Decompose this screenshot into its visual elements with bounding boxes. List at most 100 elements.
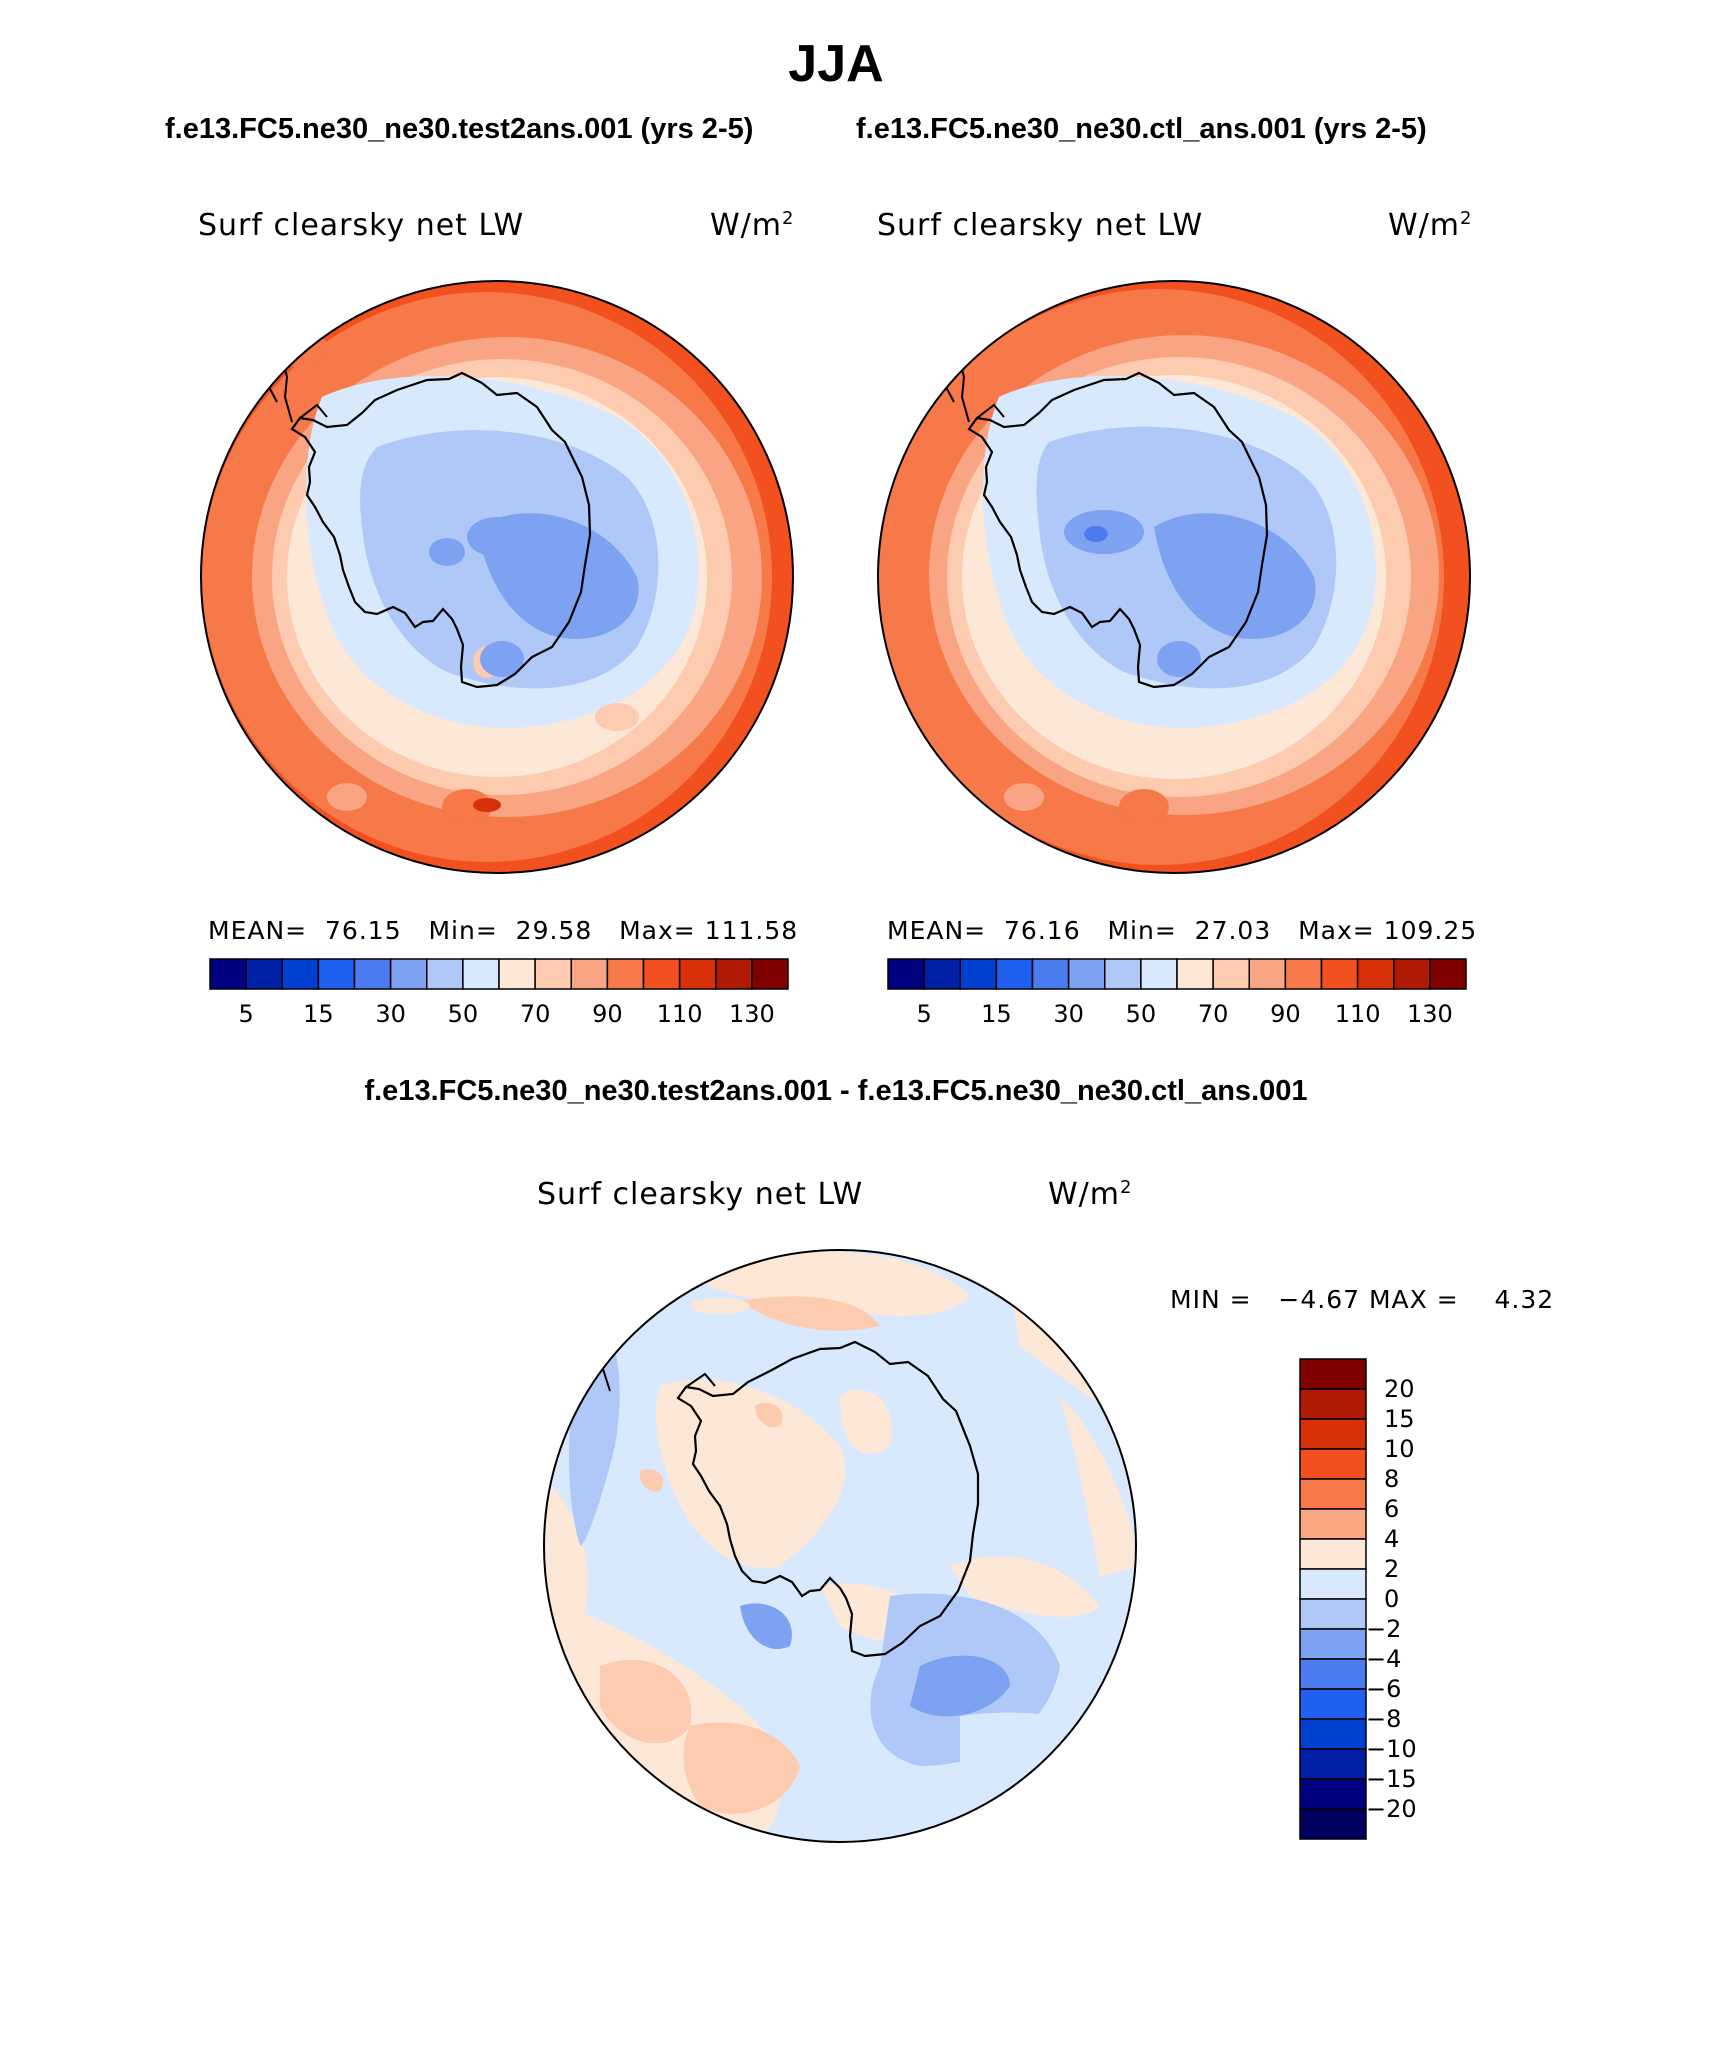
colorbar-swatch: [1393, 958, 1431, 990]
colorbar-tick-label: 50: [447, 1000, 479, 1028]
colorbar-swatch: [1284, 958, 1323, 990]
colorbar-swatch: [923, 958, 961, 990]
colorbar-tick-label: 5: [238, 1000, 254, 1028]
diff-colorbar-swatch: [1299, 1598, 1367, 1630]
colorbar-swatch: [209, 958, 247, 990]
diff-colorbar-swatch: [1299, 1568, 1367, 1600]
diff-colorbar-tick-label: 20: [1384, 1375, 1415, 1403]
colorbar-swatch: [1356, 958, 1395, 990]
panel1-case-title: f.e13.FC5.ne30_ne30.test2ans.001 (yrs 2-…: [165, 113, 754, 145]
panel2-case-title: f.e13.FC5.ne30_ne30.ctl_ans.001 (yrs 2-5…: [856, 113, 1427, 145]
colorbar-tick-label: 130: [1406, 1000, 1453, 1028]
diff-colorbar-swatch: [1299, 1808, 1367, 1840]
diff-colorbar-tick-label: 2: [1384, 1555, 1400, 1583]
difference-polar-map: [543, 1249, 1137, 1843]
panel1-polar-map: [200, 280, 794, 874]
diff-colorbar-tick-label: 8: [1384, 1465, 1400, 1493]
diff-colorbar-swatch: [1299, 1538, 1367, 1570]
diff-min-max: MIN = −4.67 MAX = 4.32: [1170, 1285, 1555, 1314]
colorbar-tick-label: 110: [656, 1000, 703, 1028]
colorbar-swatch: [570, 958, 609, 990]
diff-colorbar-tick-label: 15: [1384, 1405, 1415, 1433]
figure-title: JJA: [788, 35, 884, 93]
panel1-colorbar: [209, 958, 789, 990]
diff-colorbar-swatch: [1299, 1658, 1367, 1690]
diff-colorbar-tick-label: −6: [1366, 1675, 1402, 1703]
diff-colorbar-tick-label: −2: [1366, 1615, 1402, 1643]
colorbar-swatch: [534, 958, 572, 990]
colorbar-swatch: [1067, 958, 1106, 990]
diff-colorbar-swatch: [1299, 1628, 1367, 1660]
diff-colorbar-swatch: [1299, 1748, 1367, 1780]
diff-colorbar: [1299, 1358, 1367, 1840]
diff-colorbar-tick-label: −4: [1366, 1645, 1402, 1673]
diff-colorbar-swatch: [1299, 1388, 1367, 1420]
diff-colorbar-swatch: [1299, 1448, 1367, 1480]
diff-units: W/m2: [1048, 1177, 1133, 1212]
colorbar-swatch: [1248, 958, 1287, 990]
panel1-units: W/m2: [710, 208, 795, 243]
colorbar-tick-label: 15: [303, 1000, 334, 1028]
colorbar-tick-label: 70: [1197, 1000, 1229, 1028]
colorbar-swatch: [995, 958, 1034, 990]
colorbar-swatch: [353, 958, 392, 990]
colorbar-tick-label: 70: [519, 1000, 551, 1028]
diff-colorbar-tick-label: −15: [1366, 1765, 1417, 1793]
diff-colorbar-swatch: [1299, 1418, 1367, 1450]
panel1-colorbar-ticks: 5 15 30 50 70 90 110 130: [209, 1000, 789, 1030]
diff-colorbar-tick-label: 10: [1384, 1435, 1415, 1463]
colorbar-tick-label: 30: [375, 1000, 406, 1028]
colorbar-swatch: [245, 958, 283, 990]
panel2-variable-label: Surf clearsky net LW: [877, 208, 1204, 243]
colorbar-swatch: [1212, 958, 1250, 990]
colorbar-swatch: [1031, 958, 1070, 990]
diff-colorbar-swatch: [1299, 1688, 1367, 1720]
diff-colorbar-swatch: [1299, 1358, 1367, 1390]
colorbar-tick-label: 130: [728, 1000, 775, 1028]
colorbar-tick-label: 110: [1334, 1000, 1381, 1028]
diff-colorbar-swatch: [1299, 1718, 1367, 1750]
panel2-units: W/m2: [1388, 208, 1473, 243]
panel2-polar-map: [877, 280, 1471, 874]
colorbar-swatch: [751, 958, 789, 990]
panel1-stats: MEAN= 76.15 Min= 29.58 Max= 111.58: [208, 916, 799, 945]
colorbar-swatch: [887, 958, 925, 990]
colorbar-swatch: [959, 958, 998, 990]
diff-variable-label: Surf clearsky net LW: [537, 1177, 864, 1212]
colorbar-swatch: [317, 958, 356, 990]
diff-colorbar-tick-label: 0: [1384, 1585, 1400, 1613]
colorbar-tick-label: 90: [592, 1000, 623, 1028]
colorbar-tick-label: 5: [916, 1000, 932, 1028]
colorbar-swatch: [1176, 958, 1214, 990]
diff-colorbar-tick-label: 6: [1384, 1495, 1400, 1523]
panel2-colorbar: [887, 958, 1467, 990]
diff-colorbar-tick-label: −8: [1366, 1705, 1402, 1733]
colorbar-swatch: [1320, 958, 1359, 990]
colorbar-swatch: [462, 958, 500, 990]
diff-colorbar-swatch: [1299, 1508, 1367, 1540]
colorbar-tick-label: 30: [1053, 1000, 1084, 1028]
diff-colorbar-swatch: [1299, 1778, 1367, 1810]
colorbar-swatch: [389, 958, 428, 990]
diff-colorbar-swatch: [1299, 1478, 1367, 1510]
colorbar-swatch: [642, 958, 681, 990]
colorbar-swatch: [1104, 958, 1142, 990]
panel2-stats: MEAN= 76.16 Min= 27.03 Max= 109.25: [887, 916, 1478, 945]
difference-title: f.e13.FC5.ne30_ne30.test2ans.001 - f.e13…: [364, 1075, 1308, 1107]
colorbar-tick-label: 15: [981, 1000, 1012, 1028]
colorbar-tick-label: 90: [1270, 1000, 1301, 1028]
diff-colorbar-tick-label: 4: [1384, 1525, 1400, 1553]
diff-colorbar-tick-label: −20: [1366, 1795, 1417, 1823]
colorbar-swatch: [1429, 958, 1467, 990]
panel1-variable-label: Surf clearsky net LW: [198, 208, 525, 243]
colorbar-swatch: [715, 958, 753, 990]
colorbar-swatch: [606, 958, 645, 990]
diff-colorbar-ticks: 20 15 10 8 6 4 2 0 −2 −4 −6 −8 −10 −15 −20: [1366, 1358, 1456, 1840]
colorbar-swatch: [426, 958, 464, 990]
colorbar-swatch: [498, 958, 536, 990]
colorbar-swatch: [1140, 958, 1178, 990]
diff-colorbar-tick-label: −10: [1366, 1735, 1417, 1763]
colorbar-swatch: [281, 958, 320, 990]
colorbar-swatch: [678, 958, 717, 990]
panel2-colorbar-ticks: 5 15 30 50 70 90 110 130: [887, 1000, 1467, 1030]
